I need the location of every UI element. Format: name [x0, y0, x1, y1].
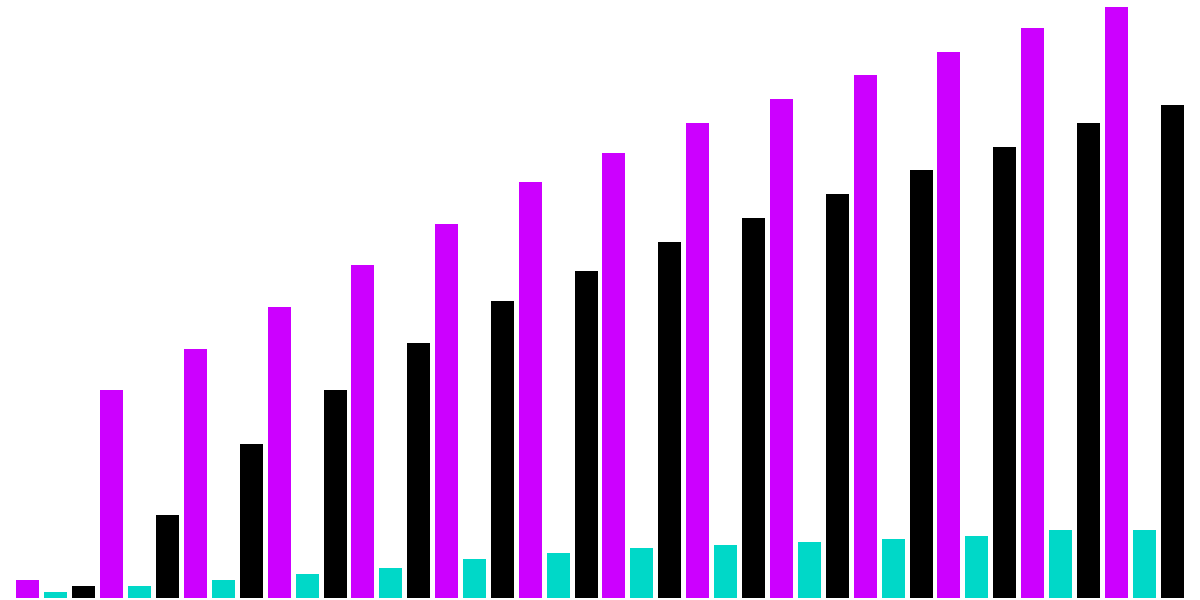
bar-series-b-11 — [965, 536, 988, 598]
bar-series-c-0 — [72, 586, 95, 598]
bar-series-b-6 — [547, 553, 570, 598]
bar-series-c-3 — [324, 390, 347, 598]
bar-series-b-13 — [1133, 530, 1156, 598]
bar-series-c-5 — [491, 301, 514, 598]
bar-series-a-1 — [100, 390, 123, 598]
bar-series-b-7 — [630, 548, 653, 598]
bar-series-b-5 — [463, 559, 486, 598]
bar-series-c-12 — [1077, 123, 1100, 598]
bar-series-b-1 — [128, 586, 151, 598]
bar-series-a-13 — [1105, 7, 1128, 598]
bar-series-b-12 — [1049, 530, 1072, 598]
bar-series-b-0 — [44, 592, 67, 598]
bar-series-b-2 — [212, 580, 235, 598]
bar-series-a-3 — [268, 307, 291, 598]
bar-series-b-9 — [798, 542, 821, 598]
bar-series-c-4 — [407, 343, 430, 598]
bar-series-c-9 — [826, 194, 849, 598]
bar-series-a-10 — [854, 75, 877, 598]
bar-series-a-12 — [1021, 28, 1044, 598]
bar-series-a-5 — [435, 224, 458, 598]
bar-series-c-13 — [1161, 105, 1184, 598]
bar-series-c-10 — [910, 170, 933, 598]
bar-series-a-9 — [770, 99, 793, 598]
bar-series-a-8 — [686, 123, 709, 598]
bar-series-c-6 — [575, 271, 598, 598]
bar-series-b-10 — [882, 539, 905, 598]
bar-series-b-8 — [714, 545, 737, 598]
bar-series-a-2 — [184, 349, 207, 598]
bar-series-a-6 — [519, 182, 542, 598]
bar-series-a-4 — [351, 265, 374, 598]
bar-series-c-1 — [156, 515, 179, 598]
bar-series-c-2 — [240, 444, 263, 598]
bar-series-c-11 — [993, 147, 1016, 598]
bar-series-b-3 — [296, 574, 319, 598]
bar-series-b-4 — [379, 568, 402, 598]
grouped-bar-chart — [0, 0, 1200, 600]
bar-series-c-7 — [658, 242, 681, 598]
bar-series-a-11 — [937, 52, 960, 598]
bar-series-a-0 — [16, 580, 39, 598]
bar-series-c-8 — [742, 218, 765, 598]
bar-series-a-7 — [602, 153, 625, 599]
